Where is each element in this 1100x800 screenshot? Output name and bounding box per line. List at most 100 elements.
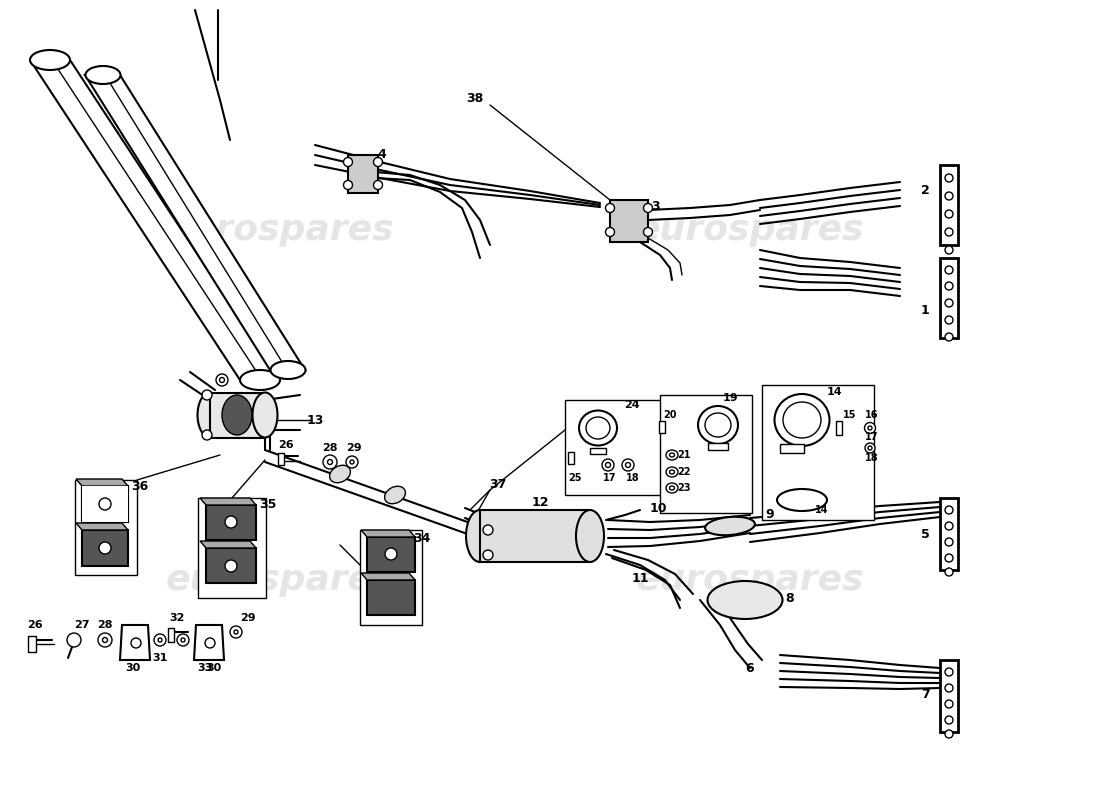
Bar bbox=[210, 393, 265, 438]
Bar bbox=[565, 400, 666, 495]
Text: 22: 22 bbox=[678, 467, 691, 477]
Text: 18: 18 bbox=[866, 453, 879, 463]
Ellipse shape bbox=[945, 554, 953, 562]
Ellipse shape bbox=[483, 550, 493, 560]
Text: 35: 35 bbox=[260, 498, 277, 511]
Ellipse shape bbox=[670, 453, 674, 457]
Ellipse shape bbox=[154, 634, 166, 646]
Ellipse shape bbox=[328, 459, 332, 465]
Ellipse shape bbox=[621, 459, 634, 471]
Text: 36: 36 bbox=[131, 481, 149, 494]
Polygon shape bbox=[82, 486, 128, 522]
Ellipse shape bbox=[343, 181, 352, 190]
Bar bbox=[610, 200, 648, 242]
Polygon shape bbox=[361, 573, 415, 580]
Ellipse shape bbox=[98, 633, 112, 647]
Ellipse shape bbox=[783, 402, 821, 438]
Ellipse shape bbox=[705, 517, 755, 535]
Ellipse shape bbox=[271, 361, 306, 379]
Ellipse shape bbox=[670, 486, 674, 490]
Ellipse shape bbox=[177, 634, 189, 646]
Text: 37: 37 bbox=[490, 478, 507, 491]
Text: 25: 25 bbox=[569, 473, 582, 483]
Bar bbox=[590, 448, 606, 454]
Text: 13: 13 bbox=[306, 414, 323, 426]
Text: 5: 5 bbox=[921, 529, 929, 542]
Ellipse shape bbox=[222, 395, 252, 435]
Text: 16: 16 bbox=[866, 410, 879, 420]
Ellipse shape bbox=[30, 50, 70, 70]
Ellipse shape bbox=[945, 522, 953, 530]
Polygon shape bbox=[206, 505, 256, 540]
Text: 26: 26 bbox=[278, 440, 294, 450]
Bar bbox=[82, 486, 128, 522]
Bar bbox=[348, 155, 378, 193]
Bar bbox=[708, 443, 728, 450]
Text: eurospares: eurospares bbox=[166, 563, 394, 597]
Ellipse shape bbox=[226, 516, 236, 528]
Polygon shape bbox=[30, 60, 280, 380]
Ellipse shape bbox=[202, 390, 212, 400]
Bar bbox=[28, 636, 36, 652]
Bar bbox=[762, 385, 874, 520]
Ellipse shape bbox=[198, 393, 222, 438]
Text: 30: 30 bbox=[125, 663, 141, 673]
Text: 31: 31 bbox=[152, 653, 167, 663]
Text: 17: 17 bbox=[866, 432, 879, 442]
Ellipse shape bbox=[945, 174, 953, 182]
Text: 23: 23 bbox=[678, 483, 691, 493]
Text: eurospares: eurospares bbox=[636, 563, 865, 597]
Bar bbox=[780, 444, 804, 453]
Text: 28: 28 bbox=[97, 620, 112, 630]
Ellipse shape bbox=[670, 470, 674, 474]
Polygon shape bbox=[200, 498, 256, 505]
Ellipse shape bbox=[86, 66, 121, 84]
Ellipse shape bbox=[605, 462, 610, 467]
Polygon shape bbox=[200, 541, 256, 548]
Ellipse shape bbox=[466, 510, 494, 562]
Ellipse shape bbox=[945, 282, 953, 290]
Text: 19: 19 bbox=[723, 393, 738, 403]
Bar bbox=[480, 510, 590, 562]
Ellipse shape bbox=[865, 422, 876, 434]
Ellipse shape bbox=[253, 393, 277, 438]
Bar bbox=[940, 660, 958, 732]
Text: 14: 14 bbox=[815, 505, 828, 515]
Ellipse shape bbox=[774, 394, 829, 446]
Ellipse shape bbox=[350, 460, 354, 464]
Ellipse shape bbox=[323, 455, 337, 469]
Text: 14: 14 bbox=[827, 387, 843, 397]
Bar bbox=[568, 452, 574, 464]
Text: 27: 27 bbox=[75, 620, 90, 630]
Ellipse shape bbox=[374, 158, 383, 166]
Ellipse shape bbox=[945, 538, 953, 546]
Polygon shape bbox=[76, 523, 128, 530]
Polygon shape bbox=[194, 625, 224, 660]
Ellipse shape bbox=[945, 316, 953, 324]
Text: 24: 24 bbox=[624, 400, 640, 410]
Text: eurospares: eurospares bbox=[166, 213, 394, 247]
Ellipse shape bbox=[131, 638, 141, 648]
Bar bbox=[278, 453, 284, 465]
Text: 6: 6 bbox=[746, 662, 755, 674]
Ellipse shape bbox=[202, 430, 212, 440]
Polygon shape bbox=[206, 548, 256, 583]
Ellipse shape bbox=[626, 462, 630, 467]
Bar bbox=[82, 486, 128, 522]
Ellipse shape bbox=[868, 426, 872, 430]
Polygon shape bbox=[361, 530, 415, 537]
Ellipse shape bbox=[666, 467, 678, 477]
Ellipse shape bbox=[220, 378, 224, 382]
Ellipse shape bbox=[182, 638, 185, 642]
Ellipse shape bbox=[705, 413, 732, 437]
Ellipse shape bbox=[865, 443, 874, 453]
Ellipse shape bbox=[579, 410, 617, 446]
Ellipse shape bbox=[234, 630, 238, 634]
Ellipse shape bbox=[483, 525, 493, 535]
Ellipse shape bbox=[346, 456, 358, 468]
Ellipse shape bbox=[230, 626, 242, 638]
Text: 11: 11 bbox=[631, 571, 649, 585]
Ellipse shape bbox=[945, 228, 953, 236]
Text: 7: 7 bbox=[921, 689, 929, 702]
Ellipse shape bbox=[777, 489, 827, 511]
